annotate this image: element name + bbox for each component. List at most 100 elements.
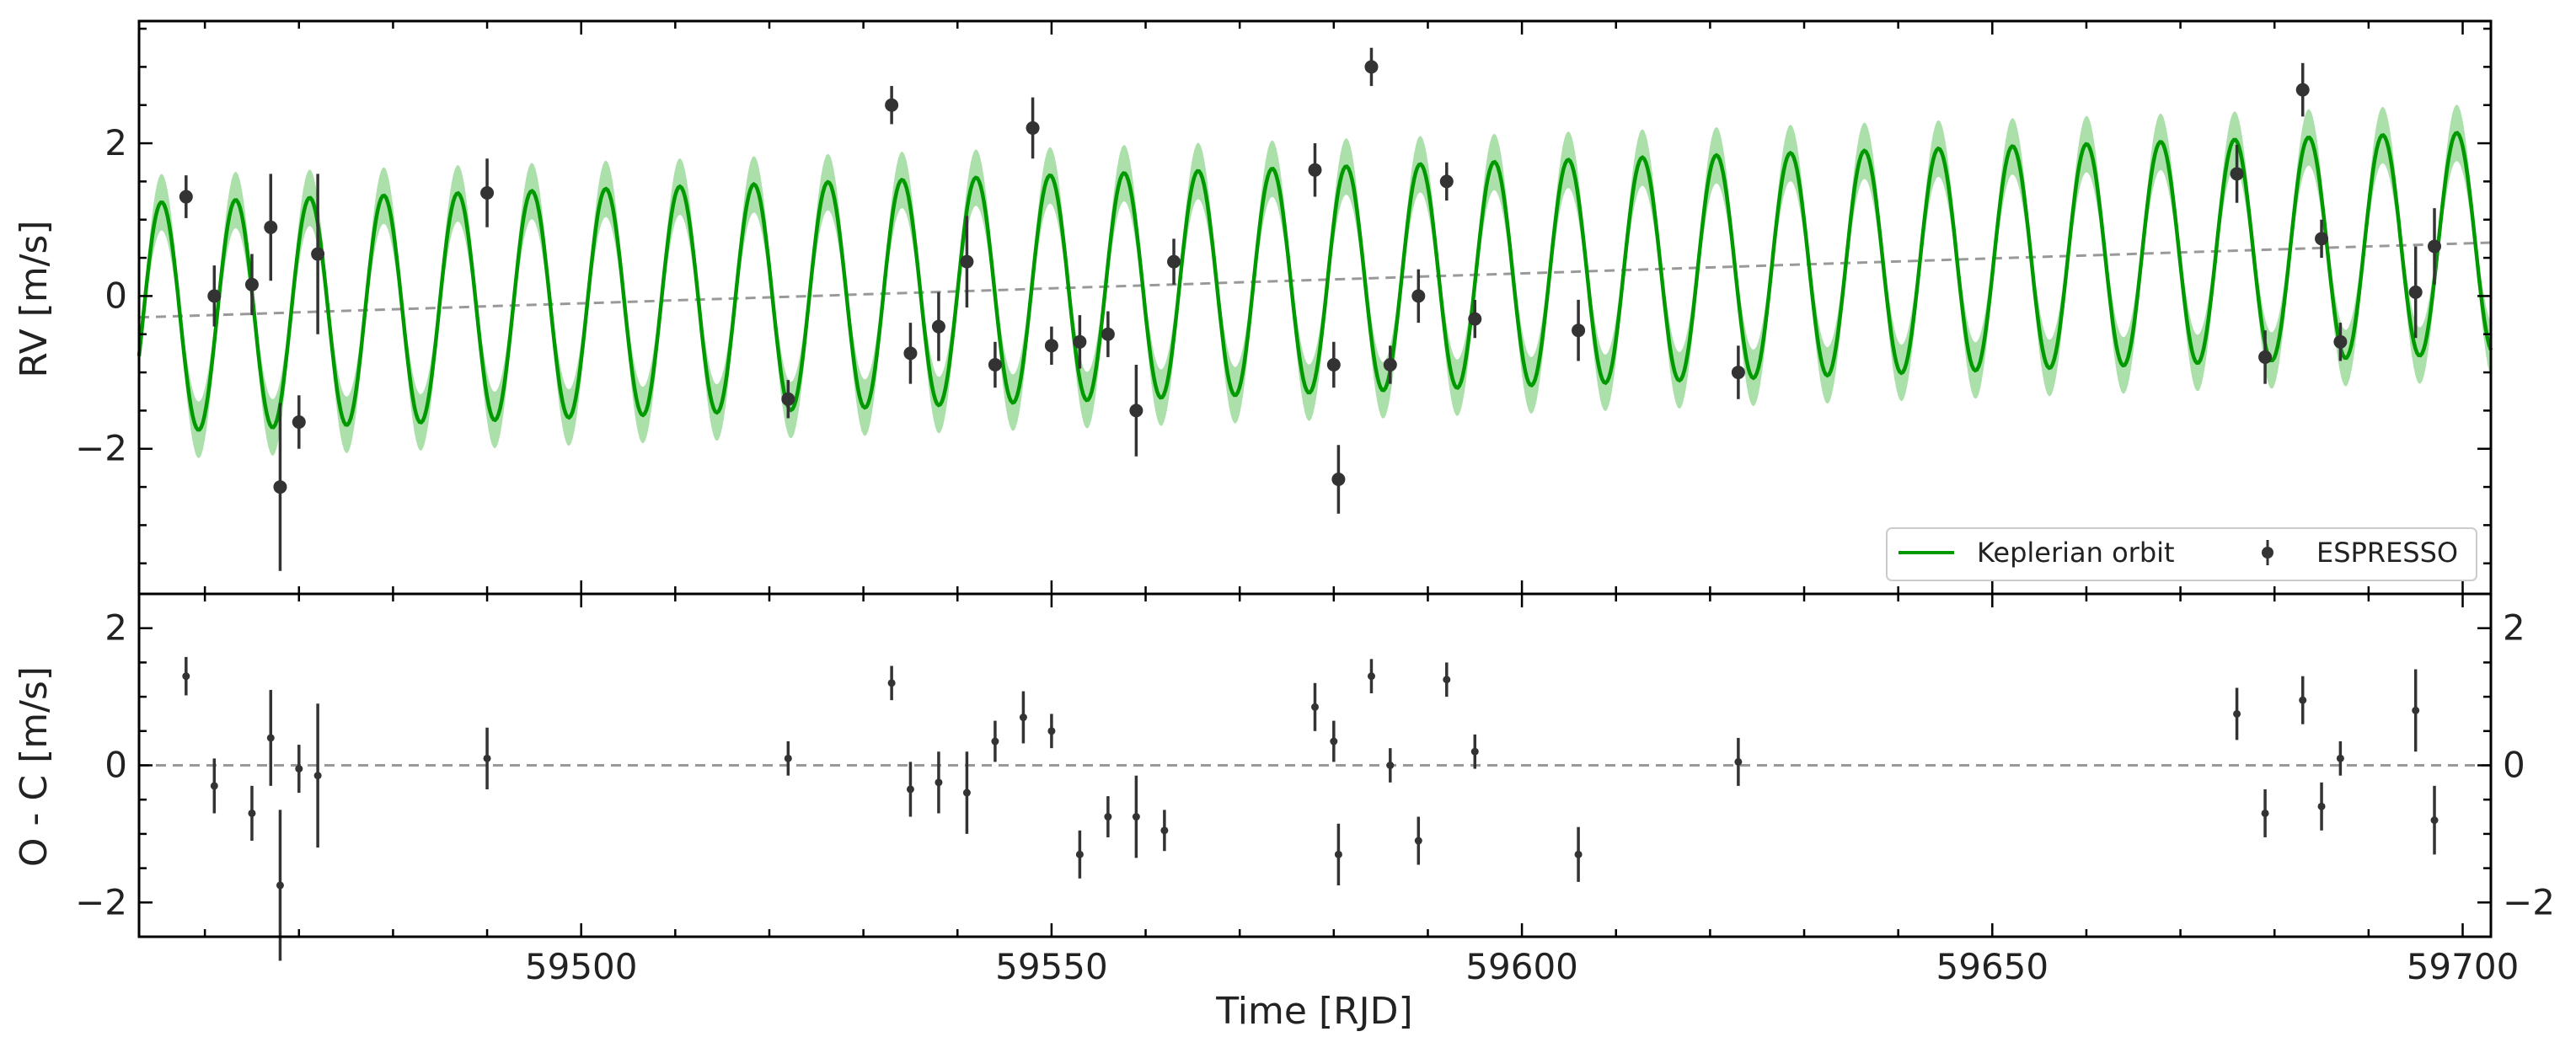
residual-point — [962, 788, 971, 797]
residual-point — [784, 754, 792, 762]
residual-point — [1334, 850, 1342, 858]
y-tick-label-right: 0 — [2503, 745, 2525, 786]
residual-point — [483, 754, 491, 762]
data-point — [1411, 289, 1426, 303]
data-point — [781, 392, 795, 406]
y-tick-label: 0 — [104, 275, 127, 316]
data-point — [480, 186, 495, 200]
residual-point — [2430, 816, 2439, 825]
data-point — [207, 289, 222, 303]
residual-point — [1019, 714, 1027, 722]
data-point — [1364, 60, 1379, 74]
keplerian-model-line — [137, 131, 2493, 432]
residual-point — [1443, 676, 1451, 684]
trend-line — [138, 241, 2492, 319]
residual-point — [2412, 706, 2420, 714]
residual-point — [1734, 757, 1743, 766]
y-tick-label-right: 2 — [2503, 607, 2525, 649]
residual-point — [2299, 696, 2307, 704]
data-point — [179, 190, 193, 204]
residual-point — [1047, 727, 1056, 735]
residual-point — [210, 782, 218, 790]
data-point — [1044, 339, 1058, 353]
data-point — [2258, 350, 2273, 364]
residual-point — [248, 809, 256, 817]
data-point — [244, 277, 259, 291]
y-tick-label-left: −2 — [75, 881, 127, 922]
x-tick-label: 59700 — [2407, 946, 2520, 987]
residual-points — [182, 656, 2439, 961]
residual-point — [935, 778, 943, 787]
legend-espresso-label: ESPRESSO — [2316, 537, 2458, 569]
residual-point — [1470, 747, 1479, 756]
data-point — [1331, 473, 1346, 486]
residual-point — [1574, 850, 1583, 858]
keplerian-orbit-line — [137, 131, 2493, 432]
residual-point — [313, 772, 322, 780]
data-point — [931, 319, 945, 334]
y-tick-label-left: 2 — [104, 607, 127, 649]
data-point — [1101, 327, 1115, 341]
residual-point — [887, 679, 896, 687]
x-tick-label: 59650 — [1936, 946, 2049, 987]
legend-model-label: Keplerian orbit — [1977, 537, 2175, 569]
y-tick-label: −2 — [75, 428, 127, 469]
rv-panel-frame — [137, 19, 2493, 596]
residual-point — [1075, 850, 1084, 858]
residual-point — [1386, 762, 1395, 769]
espresso-points — [179, 47, 2442, 571]
data-point — [2428, 239, 2442, 254]
legend: Keplerian orbit ESPRESSO — [1886, 527, 2477, 581]
rv-panel: −2 0 2 RV [m/s] Keplerian orbit ESPRESSO — [13, 19, 2493, 596]
data-point — [311, 247, 325, 261]
data-point — [2333, 334, 2348, 349]
residual-point — [2261, 809, 2269, 817]
y-tick-label-right: −2 — [2503, 881, 2555, 922]
residuals-y-axis-label: O - C [m/s] — [13, 666, 56, 867]
trend-line — [138, 241, 2492, 319]
rv-frame — [137, 19, 2493, 596]
residual-point — [906, 785, 914, 794]
data-point — [1026, 120, 1040, 135]
data-point — [988, 358, 1002, 371]
residual-point — [266, 734, 275, 742]
data-point — [2230, 167, 2244, 181]
data-point — [960, 254, 974, 269]
data-point — [1731, 366, 1745, 380]
legend-espresso-marker — [2262, 547, 2273, 559]
data-point — [1073, 334, 1087, 349]
data-point — [1572, 323, 1586, 338]
data-point — [2408, 285, 2423, 299]
data-point — [1468, 312, 1482, 326]
data-point — [273, 480, 287, 494]
residual-point — [1132, 813, 1140, 821]
data-point — [1439, 174, 1454, 189]
data-point — [2315, 232, 2329, 246]
residual-point — [1367, 672, 1375, 681]
data-point — [1167, 254, 1181, 269]
residuals-panel-frame — [137, 592, 2493, 938]
legend-box — [1886, 527, 2477, 581]
data-point — [903, 346, 918, 361]
residuals-frame — [137, 592, 2493, 938]
residual-point — [1330, 737, 1338, 746]
residuals-panel: 59500 59550 59600 59650 59700 −2 −2 0 0 2 2 O - C … — [13, 592, 2555, 1033]
residual-point — [295, 765, 303, 773]
x-axis-label: Time [RJD] — [1215, 990, 1412, 1033]
residual-point — [2317, 802, 2326, 810]
residual-point — [2233, 709, 2241, 718]
residual-point — [991, 737, 999, 746]
data-point — [292, 415, 306, 429]
data-point — [1383, 358, 1397, 371]
x-tick-label: 59500 — [525, 946, 638, 987]
residual-point — [1104, 813, 1112, 821]
residual-point — [2336, 754, 2344, 762]
data-point — [264, 220, 278, 234]
data-point — [1129, 404, 1143, 418]
residual-point — [1414, 837, 1422, 845]
residuals-panel-ticks: 59500 59550 59600 59650 59700 −2 −2 0 0 2 2 — [75, 594, 2555, 987]
x-tick-label: 59600 — [1465, 946, 1578, 987]
residual-point — [1311, 703, 1319, 711]
data-point — [885, 98, 899, 112]
